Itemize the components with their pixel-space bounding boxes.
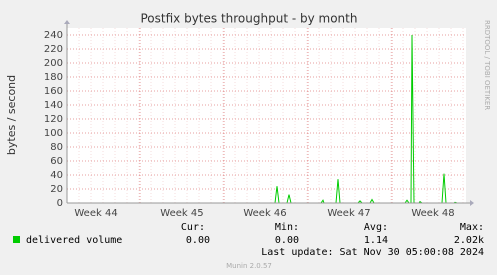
y-tick-label: 180 (44, 72, 63, 83)
legend-header: Avg: (364, 222, 388, 233)
legend-header: Min: (275, 222, 299, 233)
y-axis-label: bytes / second (5, 75, 18, 155)
data-line (67, 34, 466, 204)
y-tick-label: 20 (50, 184, 63, 195)
footer: Munin 2.0.57 (226, 262, 272, 270)
legend-header: Cur: (181, 222, 205, 233)
x-arrow (470, 200, 474, 206)
x-tick-label: Week 45 (160, 208, 203, 219)
watermark: RRDTOOL / TOBI OETIKER (483, 20, 491, 110)
x-tick-label: Week 48 (411, 208, 454, 219)
y-tick-label: 0 (57, 198, 63, 209)
x-tick-label: Week 47 (327, 208, 370, 219)
y-tick-label: 100 (44, 128, 63, 139)
legend-header: Max: (460, 222, 484, 233)
chart-title: Postfix bytes throughput - by month (141, 12, 358, 26)
y-tick-label: 220 (44, 44, 63, 55)
x-tick-label: Week 46 (243, 208, 286, 219)
y-tick-label: 120 (44, 114, 63, 125)
y-tick-label: 60 (50, 156, 63, 167)
legend-label: delivered volume (26, 235, 122, 246)
legend-stat: 2.02k (454, 235, 484, 246)
legend-stat: 0.00 (275, 235, 299, 246)
y-tick-label: 80 (50, 142, 63, 153)
legend-stat: 0.00 (186, 235, 210, 246)
y-tick-label: 140 (44, 100, 63, 111)
y-tick-label: 200 (44, 58, 63, 69)
x-tick-label: Week 44 (74, 208, 117, 219)
y-tick-label: 40 (50, 170, 63, 181)
legend-swatch (13, 236, 20, 243)
y-tick-label: 240 (44, 30, 63, 41)
plot-area (67, 28, 466, 203)
last-update: Last update: Sat Nov 30 05:00:08 2024 (261, 247, 484, 258)
y-tick-label: 160 (44, 86, 63, 97)
y-arrow (64, 20, 70, 24)
legend-stat: 1.14 (364, 235, 388, 246)
